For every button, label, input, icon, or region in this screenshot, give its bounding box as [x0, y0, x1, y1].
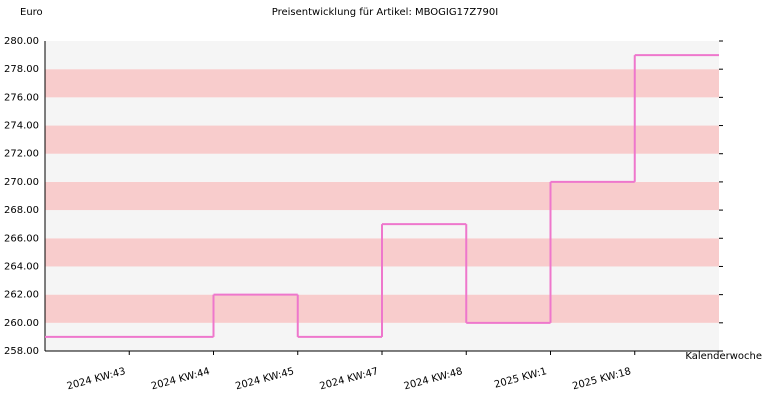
x-axis-label: Kalenderwoche: [685, 351, 762, 362]
band: [45, 97, 719, 126]
y-tick-label: 258.00: [4, 346, 39, 357]
band: [45, 69, 719, 98]
y-tick-label: 268.00: [4, 205, 39, 216]
y-tick-label: 262.00: [4, 290, 39, 301]
y-tick-label: 280.00: [4, 36, 39, 47]
y-tick-label: 272.00: [4, 149, 39, 160]
y-tick-label: 264.00: [4, 261, 39, 272]
y-tick-label: 274.00: [4, 121, 39, 132]
x-tick-label: 2024 KW:47: [319, 366, 380, 392]
x-tick-label: 2024 KW:44: [150, 366, 211, 392]
y-tick-label: 276.00: [4, 92, 39, 103]
band: [45, 41, 719, 70]
x-tick-label: 2024 KW:43: [66, 366, 127, 392]
band: [45, 181, 719, 211]
x-tick-label: 2025 KW:18: [571, 366, 632, 392]
y-tick-label: 270.00: [4, 177, 39, 188]
band: [45, 125, 719, 154]
x-tick-label: 2024 KW:45: [234, 366, 295, 392]
chart-title: Preisentwicklung für Artikel: MBOGIG17Z7…: [272, 7, 498, 18]
y-tick-label: 266.00: [4, 233, 39, 244]
band: [45, 153, 719, 182]
x-tick-label: 2025 KW:1: [493, 366, 548, 391]
y-tick-label: 260.00: [4, 318, 39, 329]
x-tick-label: 2024 KW:48: [403, 366, 464, 392]
y-axis-label: Euro: [20, 7, 43, 18]
y-tick-label: 278.00: [4, 64, 39, 75]
